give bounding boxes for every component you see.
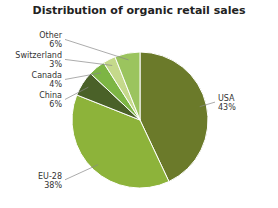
data-label: USA43% [218, 94, 236, 112]
label-category: Switzerland [15, 51, 62, 60]
leader-line [65, 39, 129, 59]
leader-line [200, 102, 215, 107]
pie-slice [115, 52, 140, 120]
label-value: 43% [218, 103, 236, 112]
label-value: 6% [49, 40, 62, 49]
label-value: 38% [44, 181, 62, 190]
labels: Other6%Switzerland3%Canada4%China6%EU-28… [15, 31, 236, 189]
leader-line [65, 87, 88, 99]
label-value: 3% [49, 60, 62, 69]
label-category: Other [39, 31, 62, 40]
chart-svg: Distribution of organic retail sales Othe… [0, 0, 278, 208]
label-category: Canada [32, 71, 63, 80]
leader-line [65, 165, 98, 180]
leader-line [65, 59, 112, 65]
label-value: 6% [49, 100, 62, 109]
chart-container: Distribution of organic retail sales Othe… [0, 0, 278, 208]
title: Distribution of organic retail sales [33, 4, 246, 17]
label-category: China [39, 91, 62, 100]
label-value: 4% [49, 80, 62, 89]
data-label: EU-2838% [38, 172, 62, 190]
data-label: China6% [39, 91, 62, 109]
data-label: Switzerland3% [15, 51, 62, 69]
label-category: USA [218, 94, 235, 103]
data-label: Canada4% [32, 71, 63, 89]
label-category: EU-28 [38, 172, 62, 181]
leader-line [65, 73, 101, 80]
data-label: Other6% [39, 31, 62, 49]
